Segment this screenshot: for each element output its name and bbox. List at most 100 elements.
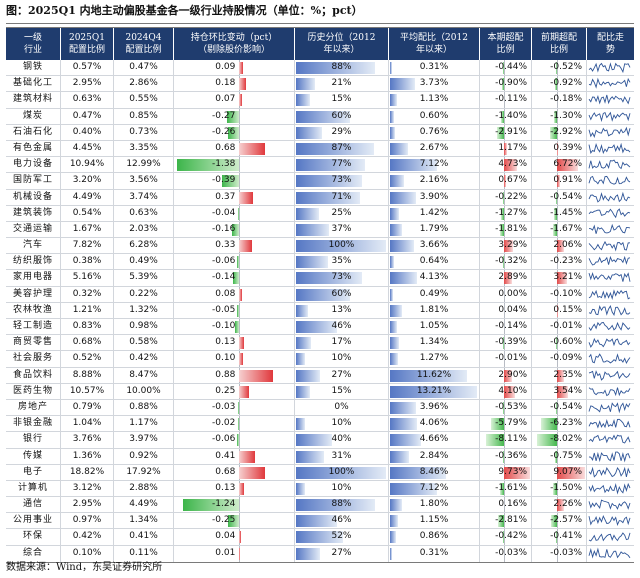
q4-weight: 0.47% <box>114 60 174 76</box>
q4-weight: 0.11% <box>114 545 174 562</box>
table-row: 钢铁 0.57% 0.47% 0.09 88% 0.31% -0.44% -0.52% <box>6 60 634 77</box>
holding-change: -0.04 <box>174 205 295 221</box>
excess-current-value: 9.73% <box>498 466 527 477</box>
excess-current-zero-axis <box>503 497 505 513</box>
average-weight-value: 7.12% <box>419 159 449 170</box>
excess-current-value: -0.32% <box>495 256 527 267</box>
q1-weight: 0.68% <box>61 335 114 351</box>
holding-change: 0.68 <box>174 464 295 480</box>
q4-weight: 0.98% <box>114 319 174 335</box>
table-row: 农林牧渔 1.21% 1.32% -0.05 13% 1.81% 0.04% 0.15% <box>6 302 634 319</box>
history-percentile: 21% <box>295 76 389 92</box>
trend-sparkline <box>587 481 634 496</box>
history-percentile-bar <box>296 207 319 220</box>
holding-change-zero-axis <box>239 319 241 335</box>
q4-weight: 0.49% <box>114 254 174 270</box>
table-row: 美容护理 0.32% 0.22% 0.08 60% 0.49% 0.00% -0.10% <box>6 286 634 303</box>
table-body: 钢铁 0.57% 0.47% 0.09 88% 0.31% -0.44% -0.52% 基础化工… <box>6 60 634 562</box>
q1-weight: 4.45% <box>61 140 114 157</box>
excess-previous: 2.06% <box>532 238 587 254</box>
excess-previous: -0.60% <box>532 335 587 351</box>
excess-current: -2.91% <box>480 124 532 140</box>
history-percentile-bar <box>296 515 338 528</box>
history-percentile: 73% <box>295 173 389 189</box>
holding-change: 0.01 <box>174 545 295 562</box>
holding-change-bar <box>177 159 240 172</box>
trend-sparkline <box>587 141 634 156</box>
average-weight-value: 0.86% <box>419 531 449 542</box>
history-percentile-value: 71% <box>331 191 352 202</box>
holding-change: 0.10 <box>174 351 295 367</box>
excess-previous: -0.52% <box>532 60 587 76</box>
header-q4-line1: 2024Q4 <box>125 33 162 43</box>
q4-weight: 0.42% <box>114 351 174 367</box>
trend-sparkline <box>587 351 634 366</box>
holding-change: -0.25 <box>174 513 295 529</box>
trend-sparkline-chart <box>588 321 631 332</box>
excess-previous: -1.67% <box>532 221 587 238</box>
holding-change-value: 0.37 <box>215 191 236 202</box>
history-percentile-bar <box>296 256 328 269</box>
holding-change-zero-axis <box>239 108 241 124</box>
history-percentile-bar <box>296 94 310 107</box>
industry-name: 房地产 <box>6 399 61 416</box>
average-weight-value: 0.31% <box>419 547 449 558</box>
q4-weight: 12.99% <box>114 157 174 173</box>
excess-current: 0.00% <box>480 286 532 302</box>
excess-previous: -2.92% <box>532 124 587 140</box>
excess-previous-value: -2.92% <box>550 126 582 137</box>
industry-name: 纺织服饰 <box>6 254 61 270</box>
holding-change-bar <box>239 450 255 463</box>
trend-sparkline-chart <box>588 482 631 495</box>
excess-current: -0.03% <box>480 545 532 562</box>
excess-current-bar <box>502 401 504 414</box>
trend-sparkline-chart <box>588 95 631 105</box>
average-weight-value: 13.21% <box>416 385 452 396</box>
q4-weight: 2.03% <box>114 221 174 238</box>
table-row: 电子 18.82% 17.92% 0.68 100% 8.46% 9.73% 9.07% <box>6 464 634 481</box>
industry-name: 通信 <box>6 497 61 513</box>
trend-sparkline <box>587 238 634 253</box>
average-weight-value: 4.13% <box>419 272 449 283</box>
holding-change-zero-axis <box>239 497 241 513</box>
trend-sparkline <box>587 335 634 350</box>
history-percentile-value: 60% <box>331 288 352 299</box>
average-weight: 7.12% <box>389 480 480 497</box>
trend-sparkline-chart <box>588 304 631 316</box>
q1-weight: 0.97% <box>61 513 114 529</box>
table-row: 非银金融 1.04% 1.17% -0.02 10% 4.06% -5.79% -6.23% <box>6 416 634 433</box>
q1-weight: 10.57% <box>61 383 114 399</box>
holding-change: 0.68 <box>174 140 295 157</box>
holding-change-value: -0.05 <box>212 304 236 315</box>
excess-current: 4.10% <box>480 383 532 399</box>
history-percentile: 25% <box>295 205 389 221</box>
average-weight-value: 0.76% <box>419 126 449 137</box>
average-weight-value: 0.31% <box>419 62 449 72</box>
excess-previous-zero-axis <box>557 108 559 124</box>
holding-change-bar <box>228 515 240 528</box>
q1-weight: 8.88% <box>61 367 114 383</box>
history-percentile-value: 35% <box>331 256 352 267</box>
holding-change: 0.08 <box>174 286 295 302</box>
holding-change: -0.10 <box>174 319 295 335</box>
excess-previous: 0.15% <box>532 302 587 318</box>
excess-previous-bar <box>556 256 558 269</box>
q4-weight: 4.49% <box>114 497 174 513</box>
excess-previous-zero-axis <box>557 432 559 448</box>
holding-change-bar <box>227 126 240 139</box>
average-weight-value: 1.80% <box>419 499 449 510</box>
trend-sparkline-line <box>588 482 631 495</box>
average-weight: 4.06% <box>389 416 480 432</box>
excess-previous-value: -0.92% <box>550 78 582 89</box>
average-weight-bar <box>390 223 402 236</box>
trend-sparkline <box>587 400 634 415</box>
header-change: 持仓环比变动（pct） （剔除股价影响） <box>174 28 295 60</box>
holding-change-bar <box>227 110 240 123</box>
industry-name: 有色金属 <box>6 140 61 157</box>
trend-sparkline <box>587 432 634 447</box>
history-percentile-bar <box>296 191 360 204</box>
history-percentile-bar <box>296 450 324 463</box>
history-percentile-bar <box>296 78 315 91</box>
trend-sparkline-chart <box>588 159 631 170</box>
excess-current-value: -5.79% <box>495 418 527 429</box>
